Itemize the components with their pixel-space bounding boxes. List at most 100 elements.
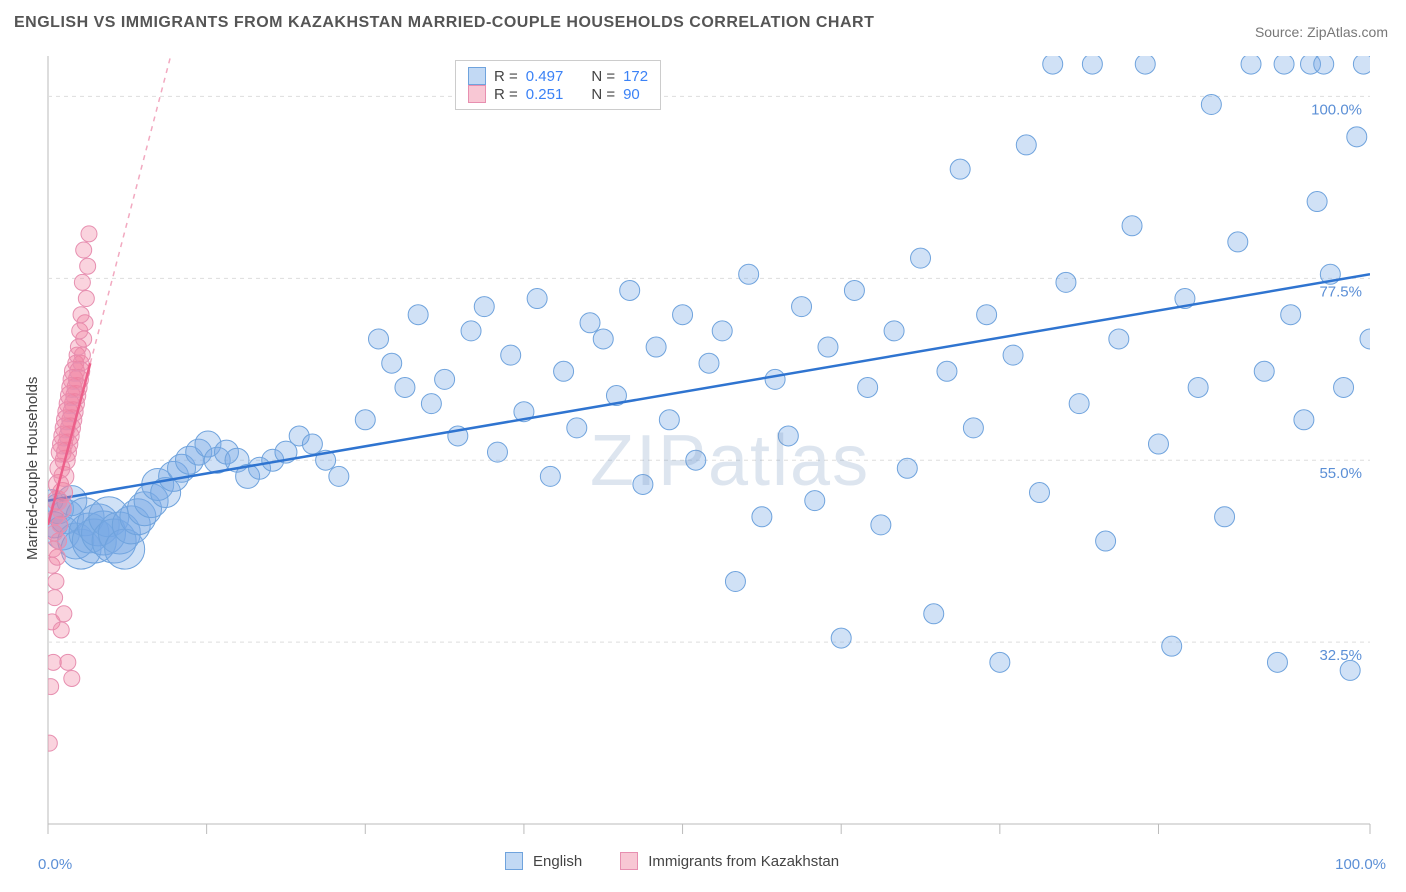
english-point bbox=[302, 434, 322, 454]
kazakhstan-point bbox=[64, 670, 80, 686]
english-point bbox=[897, 458, 917, 478]
legend-label: English bbox=[533, 853, 582, 870]
english-point bbox=[1241, 54, 1261, 74]
legend-swatch bbox=[620, 852, 638, 870]
kazakhstan-point bbox=[76, 242, 92, 258]
english-point bbox=[1201, 95, 1221, 115]
english-point bbox=[1353, 54, 1373, 74]
english-point bbox=[1030, 483, 1050, 503]
english-point bbox=[1003, 345, 1023, 365]
english-point bbox=[805, 491, 825, 511]
english-point bbox=[1294, 410, 1314, 430]
english-point bbox=[1135, 54, 1155, 74]
english-point bbox=[884, 321, 904, 341]
english-point bbox=[474, 297, 494, 317]
kazakhstan-point bbox=[74, 274, 90, 290]
english-point bbox=[501, 345, 521, 365]
stat-R-label: R = bbox=[494, 68, 518, 85]
english-point bbox=[1228, 232, 1248, 252]
english-point bbox=[1360, 329, 1380, 349]
english-point bbox=[1254, 361, 1274, 381]
english-point bbox=[527, 289, 547, 309]
english-point bbox=[871, 515, 891, 535]
stat-legend-row: R = 0.497N = 172 bbox=[468, 67, 648, 85]
kazakhstan-point bbox=[73, 307, 89, 323]
series-legend: EnglishImmigrants from Kazakhstan bbox=[505, 852, 867, 870]
stat-R-value: 0.497 bbox=[526, 68, 564, 85]
english-point bbox=[408, 305, 428, 325]
english-point bbox=[1267, 652, 1287, 672]
english-point bbox=[673, 305, 693, 325]
english-point bbox=[1314, 54, 1334, 74]
english-point bbox=[369, 329, 389, 349]
english-point bbox=[1281, 305, 1301, 325]
stat-N-value: 172 bbox=[623, 68, 648, 85]
legend-swatch bbox=[505, 852, 523, 870]
english-point bbox=[540, 466, 560, 486]
kazakhstan-point bbox=[56, 606, 72, 622]
english-point bbox=[831, 628, 851, 648]
chart-svg: 32.5%55.0%77.5%100.0% bbox=[0, 0, 1406, 892]
kazakhstan-point bbox=[43, 679, 59, 695]
legend-swatch bbox=[468, 67, 486, 85]
english-point bbox=[924, 604, 944, 624]
english-trendline bbox=[48, 274, 1370, 500]
english-point bbox=[686, 450, 706, 470]
stat-legend: R = 0.497N = 172R = 0.251 N = 90 bbox=[455, 60, 661, 110]
english-point bbox=[1148, 434, 1168, 454]
stat-N-label: N = bbox=[591, 86, 615, 103]
english-point bbox=[421, 394, 441, 414]
kazakhstan-point bbox=[81, 226, 97, 242]
english-point bbox=[739, 264, 759, 284]
stat-N-value: 90 bbox=[623, 86, 640, 103]
english-point bbox=[1056, 272, 1076, 292]
english-point bbox=[620, 280, 640, 300]
english-point bbox=[937, 361, 957, 381]
english-point bbox=[963, 418, 983, 438]
english-point bbox=[1215, 507, 1235, 527]
stat-legend-row: R = 0.251 N = 90 bbox=[468, 85, 648, 103]
english-point bbox=[580, 313, 600, 333]
english-point bbox=[778, 426, 798, 446]
english-point bbox=[990, 652, 1010, 672]
english-point bbox=[1274, 54, 1294, 74]
kazakhstan-trend-ext bbox=[90, 0, 206, 363]
english-point bbox=[355, 410, 375, 430]
english-point bbox=[435, 369, 455, 389]
english-point bbox=[950, 159, 970, 179]
english-point bbox=[911, 248, 931, 268]
kazakhstan-point bbox=[60, 654, 76, 670]
english-point bbox=[1340, 660, 1360, 680]
english-point bbox=[633, 474, 653, 494]
english-point bbox=[725, 571, 745, 591]
english-point bbox=[844, 280, 864, 300]
y-grid-label: 55.0% bbox=[1319, 465, 1362, 482]
english-point bbox=[1122, 216, 1142, 236]
stat-R-label: R = bbox=[494, 86, 518, 103]
english-point bbox=[712, 321, 732, 341]
english-trend-ext bbox=[1370, 242, 1406, 274]
english-point bbox=[858, 377, 878, 397]
stat-R-value: 0.251 bbox=[526, 86, 564, 103]
english-point bbox=[395, 377, 415, 397]
english-point bbox=[567, 418, 587, 438]
kazakhstan-point bbox=[48, 573, 64, 589]
english-point bbox=[977, 305, 997, 325]
english-point bbox=[1016, 135, 1036, 155]
english-point bbox=[1162, 636, 1182, 656]
x-axis-min-label: 0.0% bbox=[38, 856, 72, 873]
english-point bbox=[659, 410, 679, 430]
english-point bbox=[1307, 192, 1327, 212]
english-point bbox=[752, 507, 772, 527]
english-point bbox=[1069, 394, 1089, 414]
english-point bbox=[1043, 54, 1063, 74]
kazakhstan-point bbox=[41, 735, 57, 751]
english-point bbox=[792, 297, 812, 317]
kazakhstan-point bbox=[80, 258, 96, 274]
english-point bbox=[1109, 329, 1129, 349]
english-point bbox=[1188, 377, 1208, 397]
english-point bbox=[1347, 127, 1367, 147]
chart-container: { "image_size": { "w": 1406, "h": 892 },… bbox=[0, 0, 1406, 892]
english-point bbox=[1096, 531, 1116, 551]
kazakhstan-point bbox=[78, 291, 94, 307]
